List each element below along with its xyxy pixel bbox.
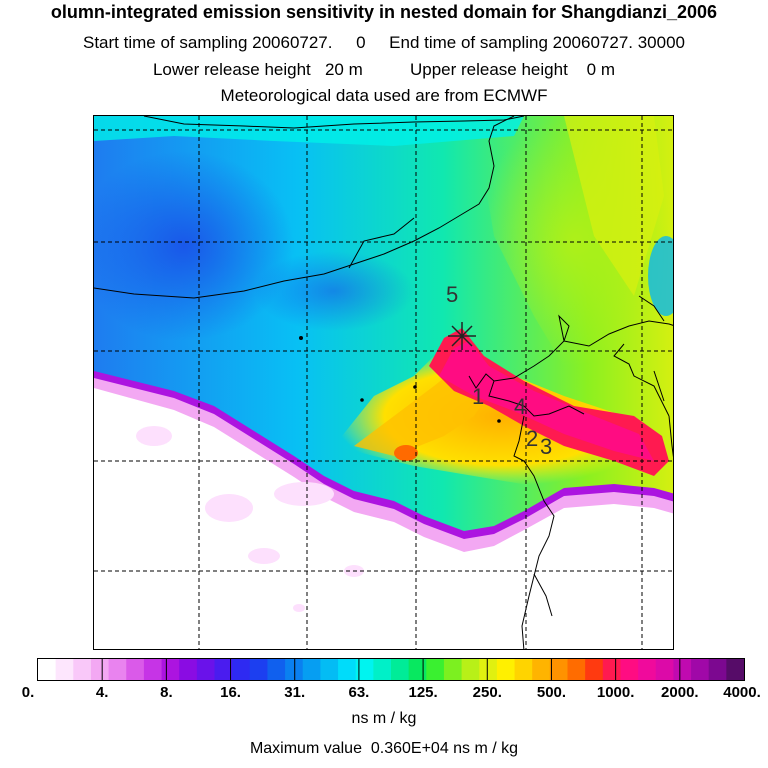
receptor-site-marker [448,322,476,350]
colorbar-swatch [443,659,463,680]
colorbar-swatch [461,659,480,680]
colorbar-swatch [532,659,551,680]
colorbar-swatch [514,659,533,680]
colorbar-swatch [391,659,410,680]
colorbar-swatch [355,659,374,680]
colorbar-swatch [143,659,163,680]
colorbar-tick-label: 31. [284,684,306,701]
receptor-site-label: 5 [446,282,458,307]
grid-lines [94,116,673,649]
colorbar-tick-label: 2000. [661,684,699,701]
met-data-line: Meteorological data used are from ECMWF [220,86,548,105]
field-hotspot [394,445,418,461]
colorbar-swatch [214,659,233,680]
colorbar-tick-label: 63. [348,684,370,701]
colorbar-swatch [108,659,127,680]
colorbar-swatch [38,659,57,680]
sampling-time-line: Start time of sampling 20060727. 0 End t… [83,33,685,52]
colorbar-swatch [196,659,215,680]
colorbar-swatch [567,659,586,680]
colorbar-swatch [373,659,392,680]
colorbar-tick-label: 500. [536,684,567,701]
maximum-value-label: Maximum value 0.360E+04 ns m / kg [249,740,519,757]
sensitivity-map: 5 1 4 2 3 [93,115,674,650]
colorbar-swatch [408,659,427,680]
colorbar-tick-label: 1000. [596,684,635,701]
colorbar-swatch [338,659,357,680]
colorbar-tick-label: 250. [472,684,502,701]
release-height-line: Lower release height 20 m Upper release … [152,60,616,79]
track-label-1: 1 [472,384,484,409]
colorbar-swatch [179,659,198,680]
colorbar-swatch [55,659,74,680]
colorbar-swatch [232,659,251,680]
colorbar-tick-label: 8. [160,684,173,701]
colorbar-swatch [620,659,639,680]
colorbar-swatch [73,659,92,680]
colorbar-swatch [638,659,657,680]
colorbar-swatch [267,659,286,680]
coastlines-borders [94,116,673,649]
station-dots [299,336,501,423]
colorbar-swatch [90,659,110,680]
track-label-3: 3 [540,434,552,459]
colorbar-swatch [655,659,674,680]
colorbar-swatch [285,659,304,680]
colorbar-swatch [426,659,445,680]
colorbar-tick-label: 16. [220,684,241,701]
field-magenta-streak [439,341,654,461]
field-speckles [136,426,364,612]
colorbar-swatch [691,659,710,680]
colorbar-tick-label: 4. [95,684,109,701]
field-no-sensitivity [94,388,673,649]
colorbar-swatch [585,659,604,680]
colorbar [37,658,745,681]
colorbar-swatch [496,659,516,680]
field-east-patch [648,236,673,316]
plot-title: olumn-integrated emission sensitivity in… [50,2,718,22]
colorbar-swatch [479,659,498,680]
track-label-2: 2 [526,426,538,451]
field-blue-region [94,151,294,341]
colorbar-swatch [249,659,268,680]
track-label-4: 4 [514,394,526,419]
colorbar-swatch [161,659,180,680]
field-yellow-plume [564,116,664,296]
colorbar-swatch [126,659,145,680]
colorbar-swatch [708,659,727,680]
colorbar-tick-label: 0. [21,684,35,701]
colorbar-tick-label: 125. [408,684,438,701]
colorbar-swatch [602,659,621,680]
colorbar-swatch [320,659,339,680]
colorbar-swatch [302,659,321,680]
colorbar-unit: ns m / kg [351,710,417,727]
colorbar-swatch [549,659,568,680]
colorbar-tick-label: 4000. [723,684,761,701]
colorbar-swatch [673,659,692,680]
colorbar-swatch [726,659,744,680]
field-blue-region-east [254,251,414,331]
